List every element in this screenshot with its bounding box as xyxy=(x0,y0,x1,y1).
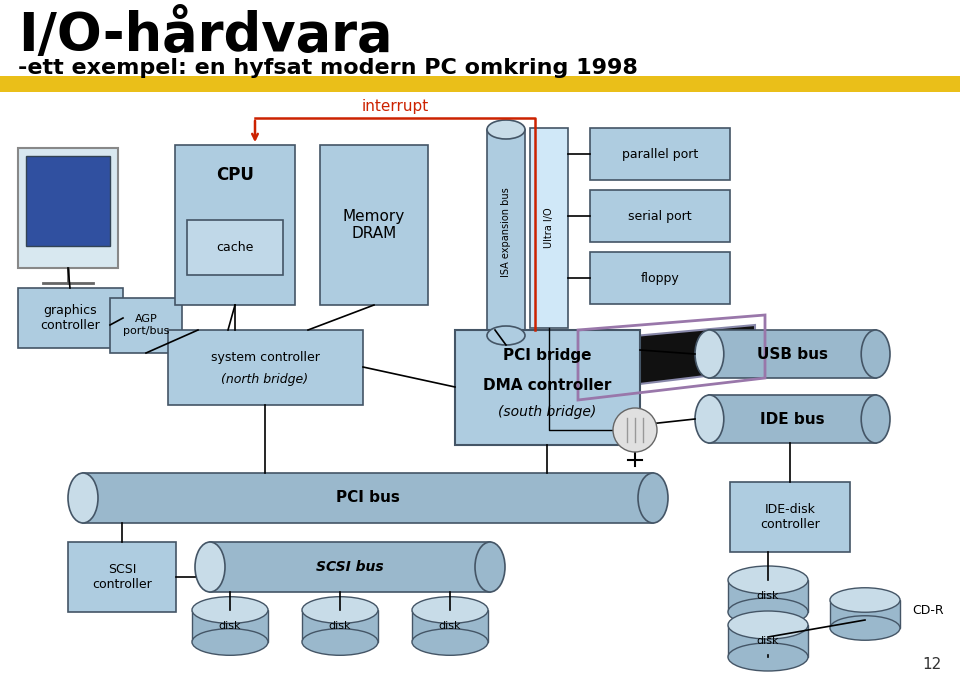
Text: AGP
port/bus: AGP port/bus xyxy=(123,314,169,336)
FancyBboxPatch shape xyxy=(175,145,295,305)
Ellipse shape xyxy=(728,643,808,671)
Text: SCSI
controller: SCSI controller xyxy=(92,563,152,591)
Bar xyxy=(487,130,525,335)
Bar xyxy=(83,473,653,523)
Text: serial port: serial port xyxy=(628,210,692,222)
Ellipse shape xyxy=(487,326,525,345)
Text: floppy: floppy xyxy=(640,271,680,284)
Bar xyxy=(728,580,808,612)
Bar xyxy=(302,610,378,642)
Text: disk: disk xyxy=(219,621,241,631)
Ellipse shape xyxy=(412,597,488,623)
Text: PCI bus: PCI bus xyxy=(336,491,400,506)
FancyBboxPatch shape xyxy=(455,330,640,445)
Ellipse shape xyxy=(68,473,98,523)
Text: PCI bridge: PCI bridge xyxy=(503,348,591,362)
FancyBboxPatch shape xyxy=(18,288,123,348)
Bar xyxy=(412,610,488,642)
Bar xyxy=(0,76,960,92)
Ellipse shape xyxy=(195,542,225,592)
Text: 12: 12 xyxy=(923,657,942,672)
FancyBboxPatch shape xyxy=(18,148,118,268)
Text: CPU: CPU xyxy=(216,166,254,184)
Ellipse shape xyxy=(192,629,268,656)
Ellipse shape xyxy=(728,598,808,626)
Ellipse shape xyxy=(728,566,808,594)
Ellipse shape xyxy=(487,120,525,139)
Ellipse shape xyxy=(302,629,378,656)
Circle shape xyxy=(613,408,657,452)
FancyBboxPatch shape xyxy=(590,252,730,304)
FancyBboxPatch shape xyxy=(320,145,428,305)
Ellipse shape xyxy=(412,629,488,656)
Text: interrupt: interrupt xyxy=(361,99,428,113)
FancyBboxPatch shape xyxy=(590,190,730,242)
Text: disk: disk xyxy=(756,636,780,646)
Text: (north bridge): (north bridge) xyxy=(222,373,308,386)
Ellipse shape xyxy=(861,330,890,378)
Ellipse shape xyxy=(192,597,268,623)
FancyBboxPatch shape xyxy=(168,330,363,405)
Text: -ett exempel: en hyfsat modern PC omkring 1998: -ett exempel: en hyfsat modern PC omkrin… xyxy=(18,58,637,78)
Ellipse shape xyxy=(728,611,808,639)
Polygon shape xyxy=(590,325,755,390)
Text: CD-R: CD-R xyxy=(912,604,944,616)
Bar xyxy=(210,542,490,592)
Ellipse shape xyxy=(638,473,668,523)
FancyBboxPatch shape xyxy=(68,542,176,612)
Text: cache: cache xyxy=(216,241,253,253)
FancyBboxPatch shape xyxy=(530,128,568,328)
Text: I/O-hårdvara: I/O-hårdvara xyxy=(18,10,393,62)
Text: parallel port: parallel port xyxy=(622,148,698,161)
Ellipse shape xyxy=(695,330,724,378)
Bar xyxy=(709,330,876,378)
Text: system controller: system controller xyxy=(210,351,320,364)
Text: SCSI bus: SCSI bus xyxy=(316,560,384,574)
FancyBboxPatch shape xyxy=(110,298,182,353)
FancyBboxPatch shape xyxy=(590,128,730,180)
Text: DMA controller: DMA controller xyxy=(483,377,612,393)
Text: USB bus: USB bus xyxy=(757,346,828,362)
Ellipse shape xyxy=(830,615,900,640)
Text: disk: disk xyxy=(439,621,461,631)
Bar xyxy=(830,600,900,628)
Ellipse shape xyxy=(475,542,505,592)
Ellipse shape xyxy=(695,395,724,443)
Ellipse shape xyxy=(861,395,890,443)
Text: Memory
DRAM: Memory DRAM xyxy=(343,209,405,242)
Ellipse shape xyxy=(302,597,378,623)
Bar xyxy=(728,625,808,657)
Bar xyxy=(709,395,876,443)
FancyBboxPatch shape xyxy=(730,482,850,552)
FancyBboxPatch shape xyxy=(187,220,283,275)
Bar xyxy=(192,610,268,642)
Text: IDE bus: IDE bus xyxy=(760,411,825,426)
Text: disk: disk xyxy=(328,621,351,631)
Text: Ultra I/O: Ultra I/O xyxy=(544,208,554,248)
Text: (south bridge): (south bridge) xyxy=(498,405,596,419)
FancyBboxPatch shape xyxy=(26,156,110,246)
Ellipse shape xyxy=(830,588,900,612)
Text: IDE-disk
controller: IDE-disk controller xyxy=(760,503,820,531)
Text: disk: disk xyxy=(756,591,780,601)
Text: graphics
controller: graphics controller xyxy=(40,304,100,332)
Text: ISA expansion bus: ISA expansion bus xyxy=(501,188,511,277)
